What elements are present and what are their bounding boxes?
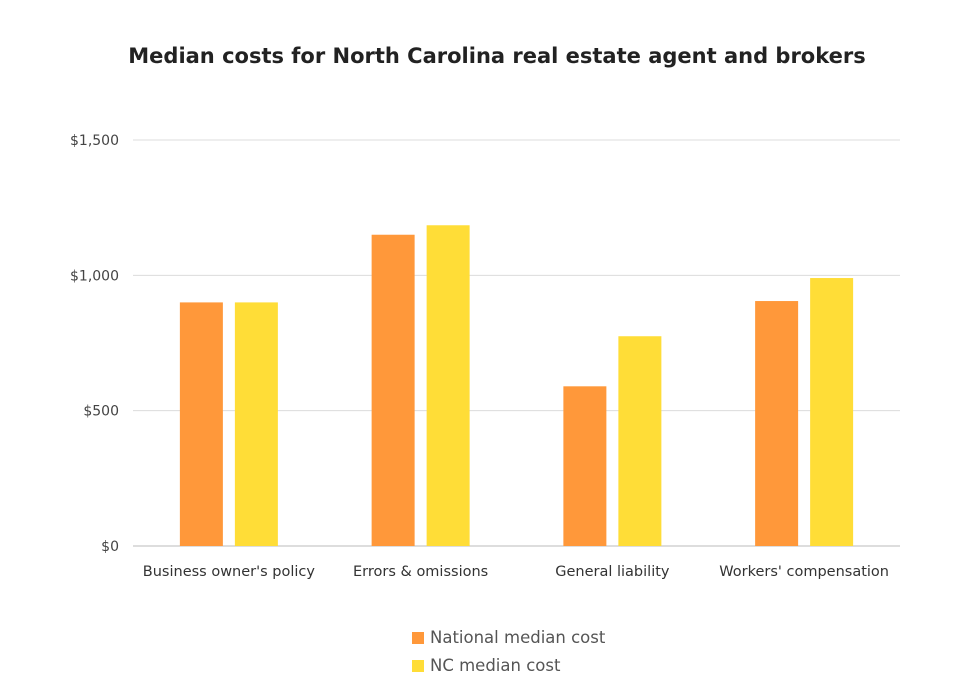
y-tick-label: $1,500: [70, 133, 119, 149]
legend-item-national: National median cost: [412, 628, 605, 647]
y-tick-label: $500: [83, 404, 119, 420]
x-tick-label: Business owner's policy: [143, 564, 316, 580]
bar-nc: [426, 225, 470, 546]
legend-label-nc: NC median cost: [430, 656, 561, 675]
x-tick-label: General liability: [555, 564, 670, 580]
legend-swatch-national: [412, 631, 424, 644]
bar-national: [563, 386, 607, 546]
bar-nc: [810, 278, 854, 546]
bar-nc: [234, 302, 278, 546]
legend-label-national: National median cost: [430, 628, 606, 647]
x-tick-label: Workers' compensation: [719, 564, 889, 580]
legend-swatch-nc: [412, 659, 424, 672]
chart-title: Median costs for North Carolina real est…: [128, 44, 866, 68]
bar-nc: [618, 336, 662, 546]
bar-national: [371, 234, 415, 546]
bar-national: [179, 302, 223, 546]
y-tick-label: $0: [101, 539, 119, 555]
x-tick-label: Errors & omissions: [353, 564, 488, 580]
y-tick-label: $1,000: [70, 268, 119, 284]
bar-national: [755, 301, 799, 546]
legend-item-nc: NC median cost: [412, 656, 560, 675]
